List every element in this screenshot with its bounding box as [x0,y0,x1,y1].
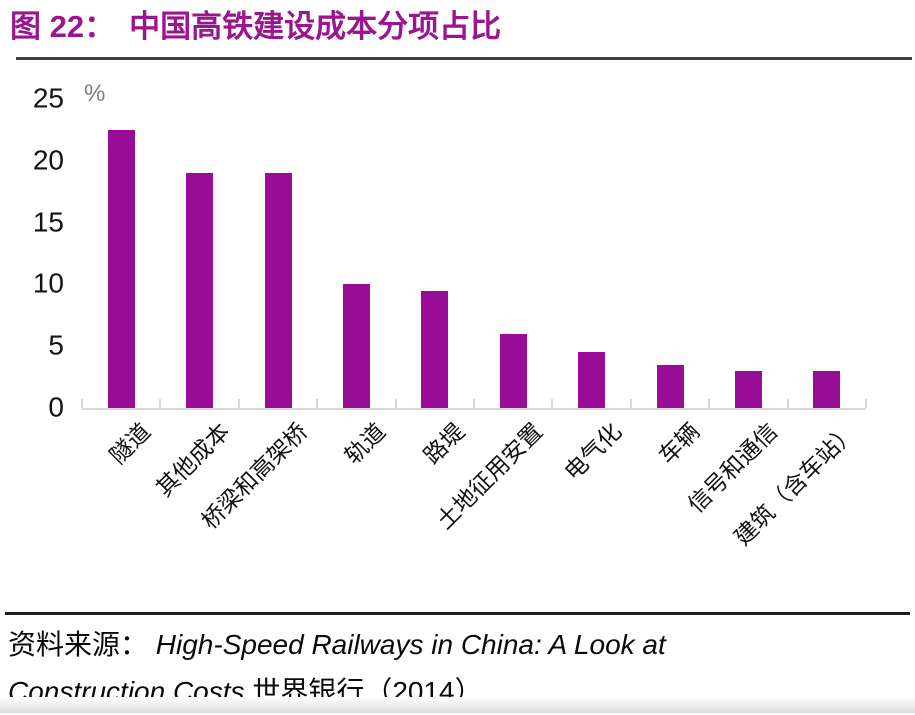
x-axis-tick [629,399,632,408]
x-axis-tick [708,399,711,408]
plot-area [81,99,867,410]
y-tick-label: 25 [32,82,64,114]
x-axis-tick [786,399,789,408]
source-label: 资料来源： [8,629,149,660]
bar-slot [317,99,395,408]
y-tick-label: 15 [32,206,64,238]
x-axis-tick [237,399,240,408]
source-work-title-line1: High-Speed Railways in China: A Look at [155,629,666,660]
x-category-label: 路堤 [418,418,470,469]
y-tick-label: 10 [32,267,64,299]
title-divider-line [16,57,912,60]
x-axis-tick [81,399,83,408]
bar [734,370,762,408]
bar [578,352,606,408]
bar [342,284,370,408]
x-axis-tick [551,399,554,408]
figure-header: 图 22： 中国高铁建设成本分项占比 [10,8,905,47]
x-axis-category-labels: 隧道 其他成本 桥梁和高架桥 轨道 路堤 土地征用安置 电气化 车辆 信号和通信 建筑（含车站） [82,408,866,608]
x-axis-tick [394,399,397,408]
bar-slot [396,99,474,408]
x-axis-tick [473,399,475,408]
figure-title: 中国高铁建设成本分项占比 [129,9,502,44]
bar-slot [82,99,160,408]
bar [264,173,292,408]
x-axis-tick [159,399,162,408]
bar-slot [631,99,709,408]
y-tick-label: 20 [32,144,64,176]
x-axis-tick [865,399,867,408]
y-tick-label: 0 [48,391,64,423]
bar [186,173,214,408]
page-bottom-fade [0,697,915,713]
bar [499,333,527,408]
bar [107,129,135,408]
x-category-label: 隧道 [104,418,156,469]
bar-slot [474,99,552,408]
x-category-label: 车辆 [653,418,705,469]
bar [656,364,684,408]
bar [421,290,449,408]
x-axis-tick [316,399,319,408]
bar-slot [239,99,317,408]
bar-slot [788,99,866,408]
y-tick-label: 5 [48,329,64,361]
bar-slot [709,99,787,408]
figure-number-label: 图 22： [10,9,116,44]
x-category-label: 电气化 [558,418,626,486]
x-category-label: 轨道 [339,418,391,469]
bar-slot [552,99,630,408]
bar-slot [160,99,238,408]
y-axis-tick-labels: 25 20 15 10 5 0 [0,84,64,421]
bar-chart: % 25 20 15 10 5 0 隧道 其他成本 桥梁和高架桥 轨道 路堤 土地征用安置 电气化 车辆… [0,60,915,612]
bar [813,370,841,408]
y-axis-unit-label: % [84,80,106,107]
